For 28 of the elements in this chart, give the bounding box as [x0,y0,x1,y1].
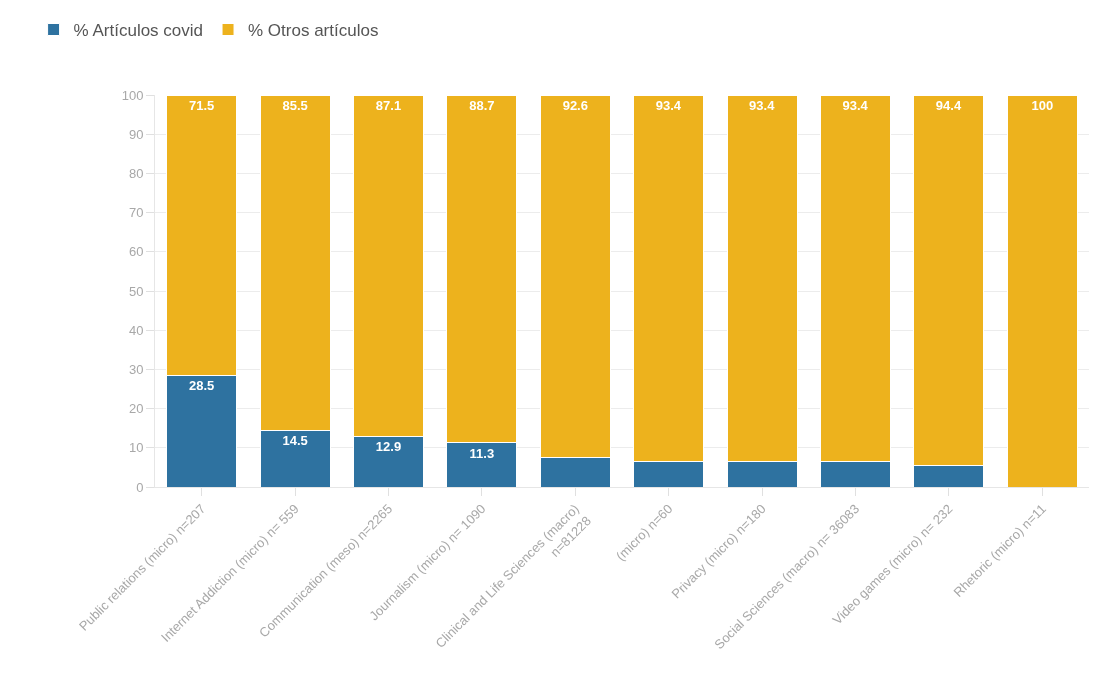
y-tick-label: 50 [128,283,144,299]
y-tick-label: 40 [128,322,144,338]
y-tick-label: 10 [128,440,144,456]
y-tick-label: 0 [136,479,144,495]
data-label: 85.5 [282,98,308,113]
data-label: 93.4 [655,98,682,113]
data-label: 88.7 [469,98,495,113]
data-label: 14.5 [282,433,308,449]
data-label: 12.9 [375,439,402,455]
data-label: 71.5 [189,98,215,113]
y-tick-label: 100 [121,87,144,103]
bar [1006,95,1078,487]
data-label: 100 [1031,98,1054,113]
y-tick-label: 90 [128,126,144,142]
data-label: 28.5 [189,378,215,394]
data-label: 92.6 [562,98,588,113]
data-label: 11.3 [469,445,495,461]
data-label: 87.1 [375,98,402,113]
data-label: 94.4 [935,98,962,113]
legend-label: % Otros artículos [248,21,379,41]
y-tick-label: 60 [128,244,144,260]
data-label: 93.4 [749,98,776,113]
data-label: 93.4 [842,98,869,113]
y-tick-label: 70 [128,205,144,221]
y-tick-label: 80 [128,165,144,181]
legend-label: % Artículos covid [73,21,204,41]
y-tick-label: 20 [128,401,144,417]
y-tick-label: 30 [128,361,144,377]
